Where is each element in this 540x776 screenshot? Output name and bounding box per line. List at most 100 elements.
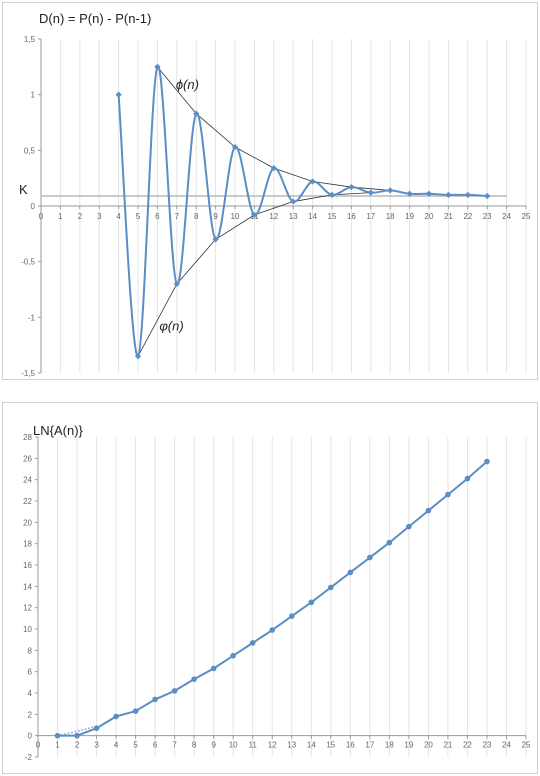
x-tick-label: 4 [114,741,119,750]
data-point [269,627,275,633]
data-point [250,640,256,646]
x-tick-label: 17 [366,212,375,221]
constant-label: K [19,182,28,197]
x-tick-label: 23 [483,741,492,750]
y-tick-label: -1,5 [21,369,35,378]
x-tick-label: 14 [308,212,317,221]
data-point [191,676,197,682]
x-tick-label: 20 [425,212,434,221]
x-tick-label: 8 [192,741,197,750]
x-tick-label: 17 [365,741,374,750]
x-tick-label: 1 [55,741,60,750]
x-tick-label: 19 [404,741,413,750]
y-tick-label: 10 [23,625,32,634]
data-point [55,733,61,739]
data-point [172,688,178,694]
x-tick-label: 11 [249,741,258,750]
x-tick-label: 24 [502,741,511,750]
data-point [94,725,100,731]
x-tick-label: 24 [502,212,511,221]
x-tick-label: 3 [97,212,102,221]
y-tick-label: -0,5 [21,258,35,267]
y-tick-label: 18 [23,540,32,549]
data-point [406,524,412,530]
y-tick-label: 12 [23,604,32,613]
x-tick-label: 5 [133,741,138,750]
data-point [211,666,217,672]
x-tick-label: 2 [75,741,80,750]
upper-envelope-label: ϕ(n) [176,77,199,92]
x-tick-label: 25 [522,741,531,750]
y-tick-label: -1 [28,313,36,322]
chart-panel-difference: D(n) = P(n) - P(n-1) 1,5 1 0,5 0 -0,5 -1 -1,5 0… [2,2,538,380]
x-tick-label: 7 [175,212,180,221]
data-point [308,600,314,606]
x-tick-label: 21 [443,741,452,750]
y-tick-label: 1,5 [24,35,36,44]
x-tick-label: 6 [153,741,158,750]
data-point [426,508,432,514]
difference-chart: 1,510,50-0,5-1-1,50123456789101112131415… [3,3,539,381]
x-tick-label: 22 [463,741,472,750]
x-tick-label: 5 [136,212,141,221]
y-tick-label: 24 [23,476,32,485]
data-point [329,192,335,198]
y-tick-label: 14 [23,582,32,591]
x-tick-label: 19 [405,212,414,221]
chart-panel-log: LN{A(n)} 28 26 24 22 20 18 16 14 12 10 8 6 4 2 0 -2 0 1 2 3… [2,402,538,774]
data-point [348,184,354,190]
y-tick-label: 4 [28,689,33,698]
data-point [348,570,354,576]
data-point [367,555,373,561]
x-tick-label: 16 [346,741,355,750]
x-tick-label: 20 [424,741,433,750]
x-tick-label: 13 [289,212,298,221]
x-tick-label: 9 [213,212,218,221]
x-tick-label: 15 [326,741,335,750]
x-tick-label: 25 [522,212,531,221]
y-tick-label: -2 [25,753,33,762]
x-tick-label: 2 [78,212,83,221]
x-tick-label: 0 [36,741,41,750]
data-point [484,193,490,199]
y-tick-label: 20 [23,518,32,527]
y-tick-label: 1 [31,91,36,100]
data-point [465,476,471,482]
x-tick-label: 1 [58,212,63,221]
y-tick-label: 0 [31,202,36,211]
data-point [387,540,393,546]
x-tick-label: 12 [268,741,277,750]
x-tick-label: 3 [94,741,99,750]
y-tick-label: 2 [28,710,33,719]
x-tick-label: 18 [386,212,395,221]
x-tick-label: 9 [211,741,216,750]
y-tick-label: 0,5 [24,146,36,155]
x-tick-label: 12 [269,212,278,221]
data-point [445,492,451,498]
data-point [74,733,80,739]
x-tick-label: 7 [172,741,177,750]
data-point [133,708,139,714]
x-tick-label: 14 [307,741,316,750]
x-tick-label: 8 [194,212,199,221]
data-point [445,192,451,198]
x-tick-label: 15 [328,212,337,221]
data-point [328,585,334,591]
x-tick-label: 23 [483,212,492,221]
y-tick-label: 26 [23,454,32,463]
y-tick-label: 0 [28,732,33,741]
y-tick-label: 22 [23,497,32,506]
data-point [289,613,295,619]
x-tick-label: 21 [444,212,453,221]
y-tick-label: 16 [23,561,32,570]
data-point [387,187,393,193]
data-point [115,92,121,98]
x-tick-label: 22 [463,212,472,221]
y-tick-label: 28 [23,433,32,442]
data-point [152,697,158,703]
x-tick-label: 10 [229,741,238,750]
data-point [484,459,490,465]
x-tick-label: 0 [39,212,44,221]
data-point [368,190,374,196]
